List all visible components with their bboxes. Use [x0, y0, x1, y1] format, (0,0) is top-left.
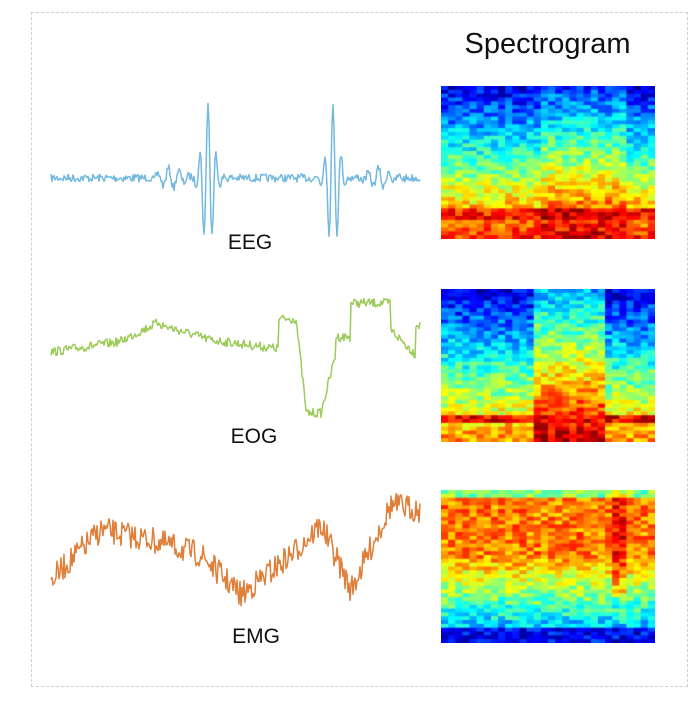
spectrogram-title: Spectrogram [464, 28, 631, 60]
figure-frame [31, 12, 688, 687]
eeg-spectrogram [441, 86, 655, 239]
eeg-label: EEG [227, 231, 273, 254]
eog-waveform [50, 297, 421, 419]
eog-label: EOG [230, 425, 278, 448]
emg-spectrogram [441, 490, 655, 643]
eeg-waveform [50, 102, 421, 238]
emg-label: EMG [232, 625, 280, 648]
eog-spectrogram [441, 289, 655, 442]
emg-waveform [50, 492, 421, 607]
